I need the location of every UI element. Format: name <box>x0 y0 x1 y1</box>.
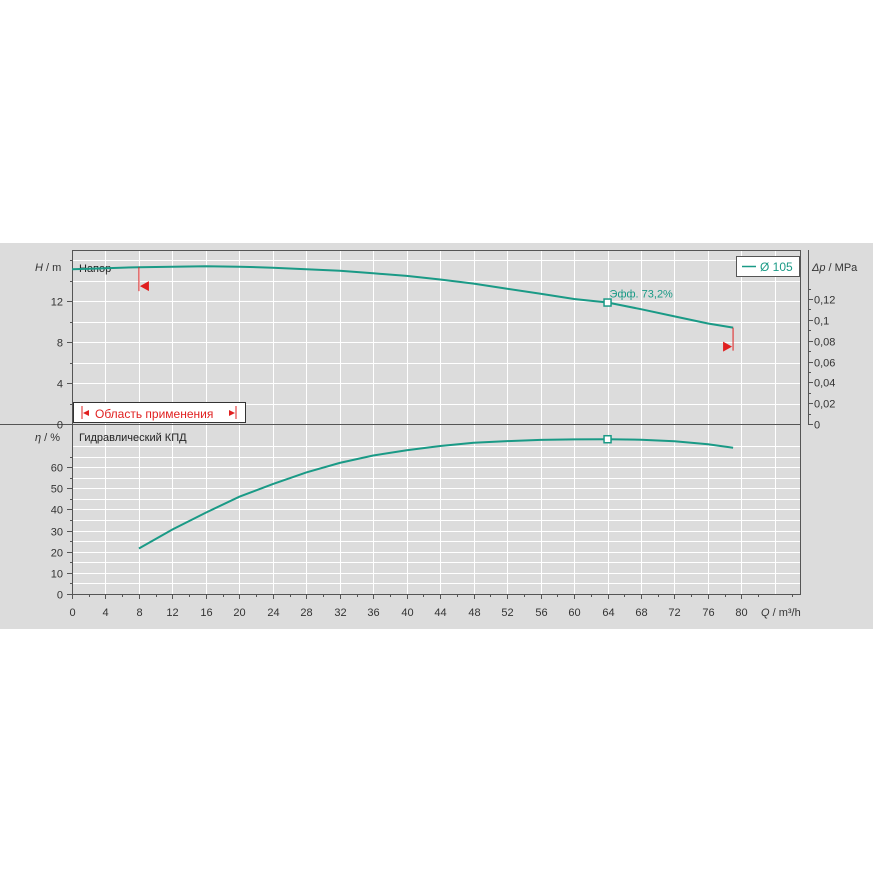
efficiency-ytick-label: 0 <box>57 590 63 602</box>
xtick-label: 36 <box>367 607 379 619</box>
efficiency-ytick-label: 30 <box>51 527 63 539</box>
xtick-label: 28 <box>300 607 312 619</box>
xtick-label: 60 <box>568 607 580 619</box>
efficiency-ytick-label: 20 <box>51 548 63 560</box>
efficiency-peak-marker <box>603 434 612 444</box>
head-ytick-label: 0 <box>57 420 63 432</box>
y2-tick-label: 0,02 <box>814 399 835 411</box>
pump-curve-panel: 0 4 8 12 0 0,02 0,04 0,06 0,08 0,1 0,12 0 10 20 30 40 50… <box>0 243 873 629</box>
xtick-label: 0 <box>69 607 75 619</box>
efficiency-axis-label: η / % <box>35 432 60 444</box>
efficiency-curve-series <box>138 438 734 550</box>
xtick-label: 76 <box>702 607 714 619</box>
y2-tick-label: 0,08 <box>814 337 835 349</box>
flow-axis-label: Q / m³/h <box>761 607 801 619</box>
efficiency-ytick-label: 60 <box>51 463 63 475</box>
duty-point-label: Эфф. 73,2% <box>610 289 674 301</box>
axes-frame <box>0 250 801 595</box>
xtick-label: 64 <box>602 607 614 619</box>
head-ytick-label: 4 <box>57 379 63 391</box>
application-range-box-right-arrow <box>229 410 235 416</box>
range-min-arrow <box>139 281 149 292</box>
head-plot-area <box>72 250 800 424</box>
xtick-label: 48 <box>468 607 480 619</box>
xtick-label: 8 <box>136 607 142 619</box>
xtick-label: 80 <box>735 607 747 619</box>
head-curve-series <box>71 265 734 329</box>
head-axis-label: H / m <box>35 262 61 274</box>
xtick-label: 32 <box>334 607 346 619</box>
pressure-axis-label: Δp / MPa <box>811 262 858 274</box>
xtick-label: 12 <box>166 607 178 619</box>
xtick-label: 4 <box>102 607 108 619</box>
xtick-label: 72 <box>668 607 680 619</box>
xtick-label: 20 <box>233 607 245 619</box>
xtick-label: 44 <box>434 607 446 619</box>
legend-box <box>736 256 800 277</box>
xtick-label: 68 <box>635 607 647 619</box>
xtick-label: 24 <box>267 607 279 619</box>
range-max-arrow <box>723 341 733 352</box>
xtick-label: 56 <box>535 607 547 619</box>
xtick-label: 52 <box>501 607 513 619</box>
head-ytick-label: 8 <box>57 338 63 350</box>
efficiency-ytick-label: 50 <box>51 484 63 496</box>
y2-tick-label: 0,12 <box>814 295 835 307</box>
y2-tick-label: 0,04 <box>814 378 835 390</box>
grid-lines <box>72 250 800 594</box>
efficiency-ytick-label: 10 <box>51 569 63 581</box>
legend-label: Ø 105 <box>760 260 793 274</box>
efficiency-ytick-label: 40 <box>51 505 63 517</box>
xtick-label: 40 <box>401 607 413 619</box>
duty-point-marker <box>603 298 612 307</box>
application-range-box <box>73 402 246 423</box>
y2-tick-label: 0 <box>814 420 820 432</box>
y2-tick-label: 0,06 <box>814 358 835 370</box>
pump-curve-chart: 0481200,020,040,060,080,10,1201020304050… <box>0 250 858 619</box>
y2-tick-label: 0,1 <box>814 316 829 328</box>
xtick-label: 16 <box>200 607 212 619</box>
application-range-label: Область применения <box>95 407 213 421</box>
efficiency-panel-title: Гидравлический КПД <box>79 432 187 444</box>
head-ytick-label: 12 <box>51 297 63 309</box>
application-range-box-left-arrow <box>83 410 89 416</box>
